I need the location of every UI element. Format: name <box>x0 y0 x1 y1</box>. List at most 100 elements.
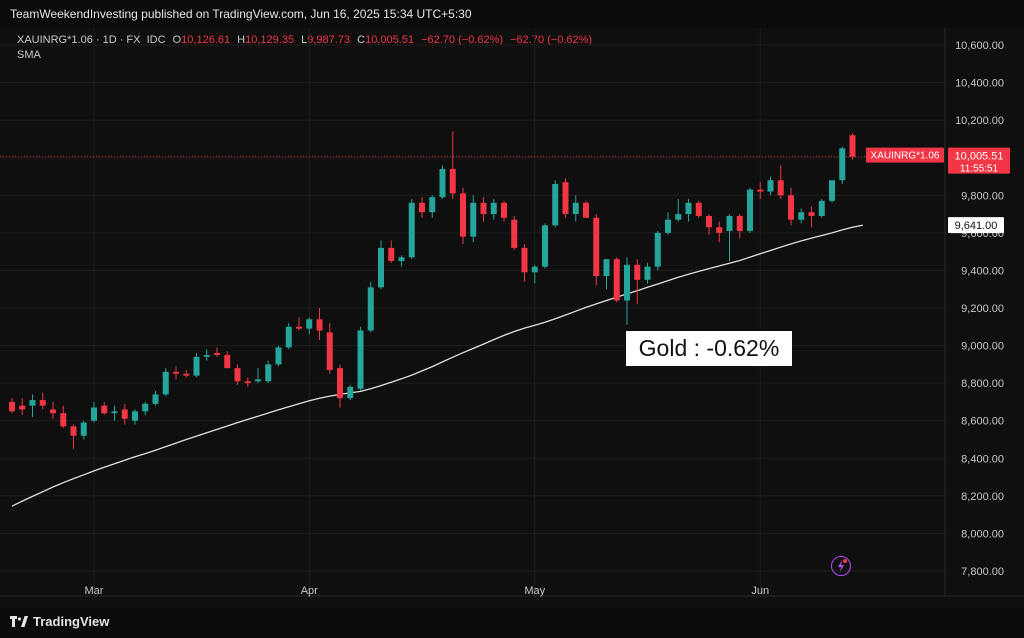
legend-change-repeat: −62.70 (−0.62%) <box>510 34 593 46</box>
x-tick-label: Apr <box>301 585 318 597</box>
candle-body <box>203 354 210 357</box>
candle-body <box>490 202 497 215</box>
candle-body <box>357 330 364 389</box>
x-tick-label: May <box>524 585 545 597</box>
candle-body <box>695 202 702 216</box>
candle-body <box>685 202 692 215</box>
candle-body <box>603 259 610 277</box>
y-tick-label: 10,600.00 <box>955 40 1004 52</box>
candle-body <box>829 180 835 201</box>
candle-body <box>665 219 671 233</box>
candle-body <box>583 202 589 218</box>
candle-body <box>470 202 477 237</box>
y-tick-label: 9,200.00 <box>961 303 1004 315</box>
indicator-label[interactable]: SMA <box>17 49 41 61</box>
candle-body <box>132 411 138 421</box>
legend-open: 10,126.61 <box>181 34 231 46</box>
candle-body <box>398 257 405 262</box>
y-tick-label: 8,800.00 <box>961 378 1004 390</box>
y-tick-label: 8,200.00 <box>961 491 1004 503</box>
candle-body <box>419 202 425 213</box>
candle-body <box>193 356 200 376</box>
candle-body <box>388 247 395 262</box>
candle-body <box>788 195 794 220</box>
y-tick-label: 8,400.00 <box>961 453 1004 465</box>
candle-body <box>244 381 251 384</box>
candle-body <box>706 215 712 228</box>
x-tick-label: Mar <box>85 585 104 597</box>
candle-body <box>214 353 220 355</box>
candle-body <box>460 193 466 237</box>
candle-body <box>767 180 774 192</box>
sma-line <box>11 224 863 507</box>
symbol-tag <box>866 147 944 163</box>
candle-body <box>60 413 67 427</box>
candle-body <box>111 411 118 414</box>
candle-body <box>234 368 241 382</box>
candle-body <box>593 217 600 277</box>
candle-body <box>296 326 302 329</box>
legend-close-label: C <box>357 34 366 46</box>
candle-body <box>142 403 149 412</box>
candle-body <box>439 168 446 198</box>
candle-body <box>818 200 825 216</box>
y-tick-label: 8,000.00 <box>961 528 1004 540</box>
annotation-box: Gold : -0.62% <box>626 331 792 366</box>
candle-body <box>736 215 743 231</box>
candle-body <box>542 225 548 267</box>
current-price-label: 10,005.51 <box>955 151 1004 163</box>
legend-high-label: H <box>237 34 246 46</box>
candle-body <box>80 422 87 436</box>
candle-body <box>326 332 333 370</box>
candle-body <box>808 212 815 216</box>
candle-body <box>306 319 313 329</box>
candle-body <box>562 182 569 215</box>
candle-body <box>429 197 436 213</box>
candle-body <box>408 202 415 258</box>
lightning-glyph <box>838 559 847 572</box>
candle-body <box>224 354 231 369</box>
symbol-tag-label: XAUINRG*1.06 <box>871 151 940 162</box>
y-tick-label: 10,400.00 <box>955 78 1004 90</box>
candle-body <box>91 407 97 421</box>
candle-body <box>316 319 323 331</box>
lightning-icon[interactable] <box>831 556 851 576</box>
candle-body <box>613 259 620 301</box>
candle-body <box>152 394 159 404</box>
y-tick-label: 9,800.00 <box>961 190 1004 202</box>
y-tick-label: 8,600.00 <box>961 416 1004 428</box>
candle-body <box>162 371 169 395</box>
footer-bar <box>0 608 1024 638</box>
candle-body <box>572 202 579 215</box>
candle-body <box>798 212 805 220</box>
countdown-label: 11:55:51 <box>960 164 999 175</box>
publisher-line: TeamWeekendInvesting published on Tradin… <box>10 7 472 21</box>
tradingview-logo[interactable]: TradingView <box>10 614 109 629</box>
candle-body <box>378 247 384 288</box>
candle-body <box>501 202 507 218</box>
candle-body <box>531 266 538 273</box>
candle-body <box>716 227 723 233</box>
candle-body <box>19 405 26 410</box>
candle-body <box>757 189 764 192</box>
candle-body <box>634 264 641 280</box>
candle-body <box>265 364 272 382</box>
y-tick-label: 10,200.00 <box>955 115 1004 127</box>
legend-symbol: XAUINRG*1.06 · 1D · FX_IDC <box>17 34 166 46</box>
top-bar <box>0 0 1024 28</box>
candle-body <box>255 379 261 382</box>
candle-body <box>644 266 651 280</box>
y-tick-label: 7,800.00 <box>961 566 1004 578</box>
candle-body <box>747 189 753 231</box>
tradingview-brand: TradingView <box>33 614 110 629</box>
ohlc-legend: XAUINRG*1.06 · 1D · FX_IDC O10,126.61 H1… <box>17 34 592 46</box>
candle-body <box>367 287 374 331</box>
candle-body <box>337 368 343 399</box>
candle-body <box>849 135 856 157</box>
sma-value-tag <box>948 217 1004 234</box>
candle-body <box>839 148 846 181</box>
tradingview-logo-icon <box>10 615 28 627</box>
candle-body <box>552 184 559 226</box>
candle-body <box>480 202 487 215</box>
